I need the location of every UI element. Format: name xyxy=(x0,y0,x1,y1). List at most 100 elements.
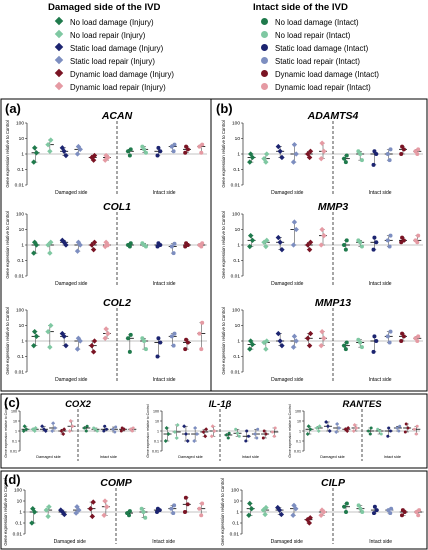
data-group xyxy=(233,427,242,438)
data-point xyxy=(327,429,332,433)
data-point xyxy=(416,513,421,518)
data-group xyxy=(181,424,190,443)
y-tick-label: 1 xyxy=(237,152,240,158)
y-tick-label: 0.01 xyxy=(231,370,241,376)
data-point xyxy=(47,344,53,350)
y-tick-label: 0.1 xyxy=(17,167,24,173)
data-point xyxy=(395,426,399,430)
legend-damaged-label: No load repair (Injury) xyxy=(70,31,146,40)
data-point xyxy=(164,426,169,430)
data-point xyxy=(212,429,217,433)
data-point xyxy=(185,439,190,443)
data-point xyxy=(172,429,177,434)
data-point xyxy=(114,425,118,429)
chart-title: COL2 xyxy=(103,297,131,309)
data-point xyxy=(249,237,256,244)
data-point xyxy=(385,238,390,243)
data-point xyxy=(182,510,187,514)
data-group xyxy=(87,499,96,520)
data-group xyxy=(413,334,422,343)
legend-intact-label: Dynamic load repair (Intact) xyxy=(275,83,371,92)
y-tick-label: 0.01 xyxy=(294,450,301,454)
data-point xyxy=(48,239,54,245)
data-point xyxy=(277,338,283,344)
data-point xyxy=(127,153,132,158)
legend-intact-item: Static load damage (Intact) xyxy=(261,44,368,54)
data-group xyxy=(356,238,365,249)
data-group xyxy=(305,424,314,436)
diamond-marker-icon xyxy=(54,42,64,52)
data-group xyxy=(73,504,82,516)
chart-title: COL1 xyxy=(103,201,131,213)
group-label: Damaged side xyxy=(271,539,303,545)
data-group xyxy=(318,140,327,162)
data-group xyxy=(29,506,38,526)
data-point xyxy=(166,432,171,436)
data-point xyxy=(47,148,53,154)
data-point xyxy=(140,336,145,341)
data-point xyxy=(261,436,265,440)
circle-marker-icon xyxy=(261,57,268,64)
data-group xyxy=(275,504,285,518)
y-tick-label: 1 xyxy=(236,510,239,516)
data-point xyxy=(171,251,176,256)
y-tick-label: 10 xyxy=(19,136,25,142)
data-point xyxy=(226,436,230,440)
data-point xyxy=(197,506,202,511)
data-point xyxy=(273,426,277,430)
y-tick-label: 0.1 xyxy=(17,354,24,360)
data-point xyxy=(126,336,131,341)
data-group xyxy=(333,422,342,434)
data-group xyxy=(384,147,393,163)
data-point xyxy=(360,510,365,514)
data-group xyxy=(43,504,53,520)
diamond-marker-icon xyxy=(54,68,64,78)
chart-title: MMP3 xyxy=(318,201,348,213)
data-point xyxy=(400,331,405,336)
legend-intact-label: Static load repair (Intact) xyxy=(275,57,360,66)
data-group xyxy=(140,336,149,352)
group-label: Intact side xyxy=(153,377,176,383)
data-point xyxy=(102,498,108,504)
legend-damaged-label: No load damage (Injury) xyxy=(70,18,154,27)
data-group xyxy=(275,234,285,253)
data-group xyxy=(74,239,83,254)
data-point xyxy=(344,510,348,514)
data-point xyxy=(33,150,40,156)
data-group xyxy=(168,142,177,154)
data-point xyxy=(344,340,349,345)
data-group xyxy=(275,330,285,349)
data-point xyxy=(111,427,115,431)
chart-title: ACAN xyxy=(101,110,133,122)
chart-title: COX2 xyxy=(65,399,92,410)
y-tick-label: 0.1 xyxy=(17,258,24,264)
y-tick-label: 100 xyxy=(231,488,239,494)
data-point xyxy=(290,159,297,165)
data-point xyxy=(184,144,189,149)
data-point xyxy=(306,342,313,349)
data-group xyxy=(251,427,260,440)
data-point xyxy=(128,332,133,337)
data-point xyxy=(414,432,418,436)
data-point xyxy=(318,242,324,248)
data-group xyxy=(356,503,365,514)
data-group xyxy=(351,422,360,433)
data-group xyxy=(91,426,100,433)
data-point xyxy=(400,508,405,513)
data-point xyxy=(199,150,204,155)
data-group xyxy=(128,426,137,433)
data-point xyxy=(95,429,99,433)
y-tick-label: 0.01 xyxy=(152,450,159,454)
data-group xyxy=(247,338,256,352)
legend-damaged-label: Static load repair (Injury) xyxy=(70,57,155,66)
data-point xyxy=(388,329,393,334)
data-point xyxy=(33,333,40,340)
group-label: Damaged side xyxy=(271,377,303,383)
data-point xyxy=(50,429,55,433)
y-tick-label: 10 xyxy=(235,227,241,233)
legend-intact-label: No load damage (Intact) xyxy=(275,18,359,27)
data-point xyxy=(291,141,298,148)
data-point xyxy=(52,426,57,430)
data-point xyxy=(119,429,123,433)
data-point xyxy=(105,427,108,431)
